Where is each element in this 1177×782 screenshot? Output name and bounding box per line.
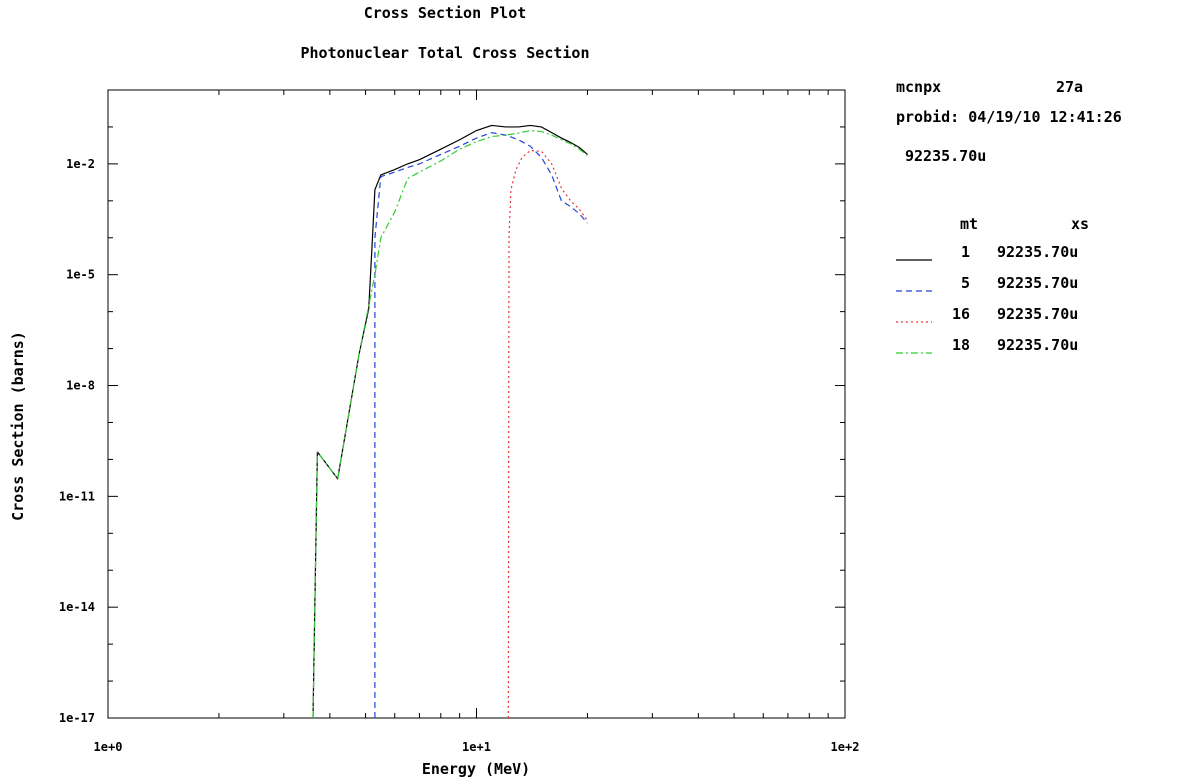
series-line-mt-5	[374, 132, 588, 718]
minor-ticks	[108, 89, 845, 718]
probid-text: probid: 04/19/10 12:41:26	[896, 108, 1122, 126]
y-tick-label: 1e-5	[66, 268, 95, 282]
y-tick-label: 1e-11	[59, 489, 95, 503]
chart-subtitle: Photonuclear Total Cross Section	[301, 44, 590, 62]
series-line-mt-18	[312, 129, 588, 719]
major-ticks	[107, 90, 846, 719]
y-tick-labels: 1e-17 1e-14 1e-11 1e-8 1e-5 1e-2	[59, 157, 95, 725]
chart-title: Cross Section Plot	[364, 4, 527, 22]
y-tick-label: 1e-14	[59, 600, 95, 614]
legend-mt-label: 5	[961, 274, 970, 292]
x-tick-label: 1e+1	[462, 740, 491, 754]
y-tick-label: 1e-8	[66, 379, 95, 393]
legend-xs-label: 92235.70u	[997, 336, 1078, 354]
legend-xs-label: 92235.70u	[997, 305, 1078, 323]
legend-mt-label: 1	[961, 243, 970, 261]
y-tick-label: 1e-2	[66, 157, 95, 171]
plot-frame	[107, 89, 846, 719]
x-tick-label: 1e+0	[94, 740, 123, 754]
legend-header-xs: xs	[1071, 215, 1089, 233]
x-axis-label: Energy (MeV)	[422, 760, 530, 778]
x-tick-labels: 1e+0 1e+1 1e+2	[94, 740, 860, 754]
series-lines	[312, 124, 588, 719]
code-version: 27a	[1056, 78, 1083, 96]
y-axis-label: Cross Section (barns)	[9, 331, 27, 521]
series-line-mt-16	[507, 149, 588, 719]
legend-mt-label: 16	[952, 305, 970, 323]
legend: 1 92235.70u 5 92235.70u 16 92235.70u 18 92235.7…	[896, 243, 1078, 354]
legend-mt-label: 18	[952, 336, 970, 354]
series-line-mt-1	[312, 124, 588, 719]
legend-xs-label: 92235.70u	[997, 274, 1078, 292]
x-tick-label: 1e+2	[831, 740, 860, 754]
code-name: mcnpx	[896, 78, 941, 96]
y-tick-label: 1e-17	[59, 711, 95, 725]
legend-header-mt: mt	[960, 215, 978, 233]
material-id: 92235.70u	[905, 147, 986, 165]
legend-xs-label: 92235.70u	[997, 243, 1078, 261]
